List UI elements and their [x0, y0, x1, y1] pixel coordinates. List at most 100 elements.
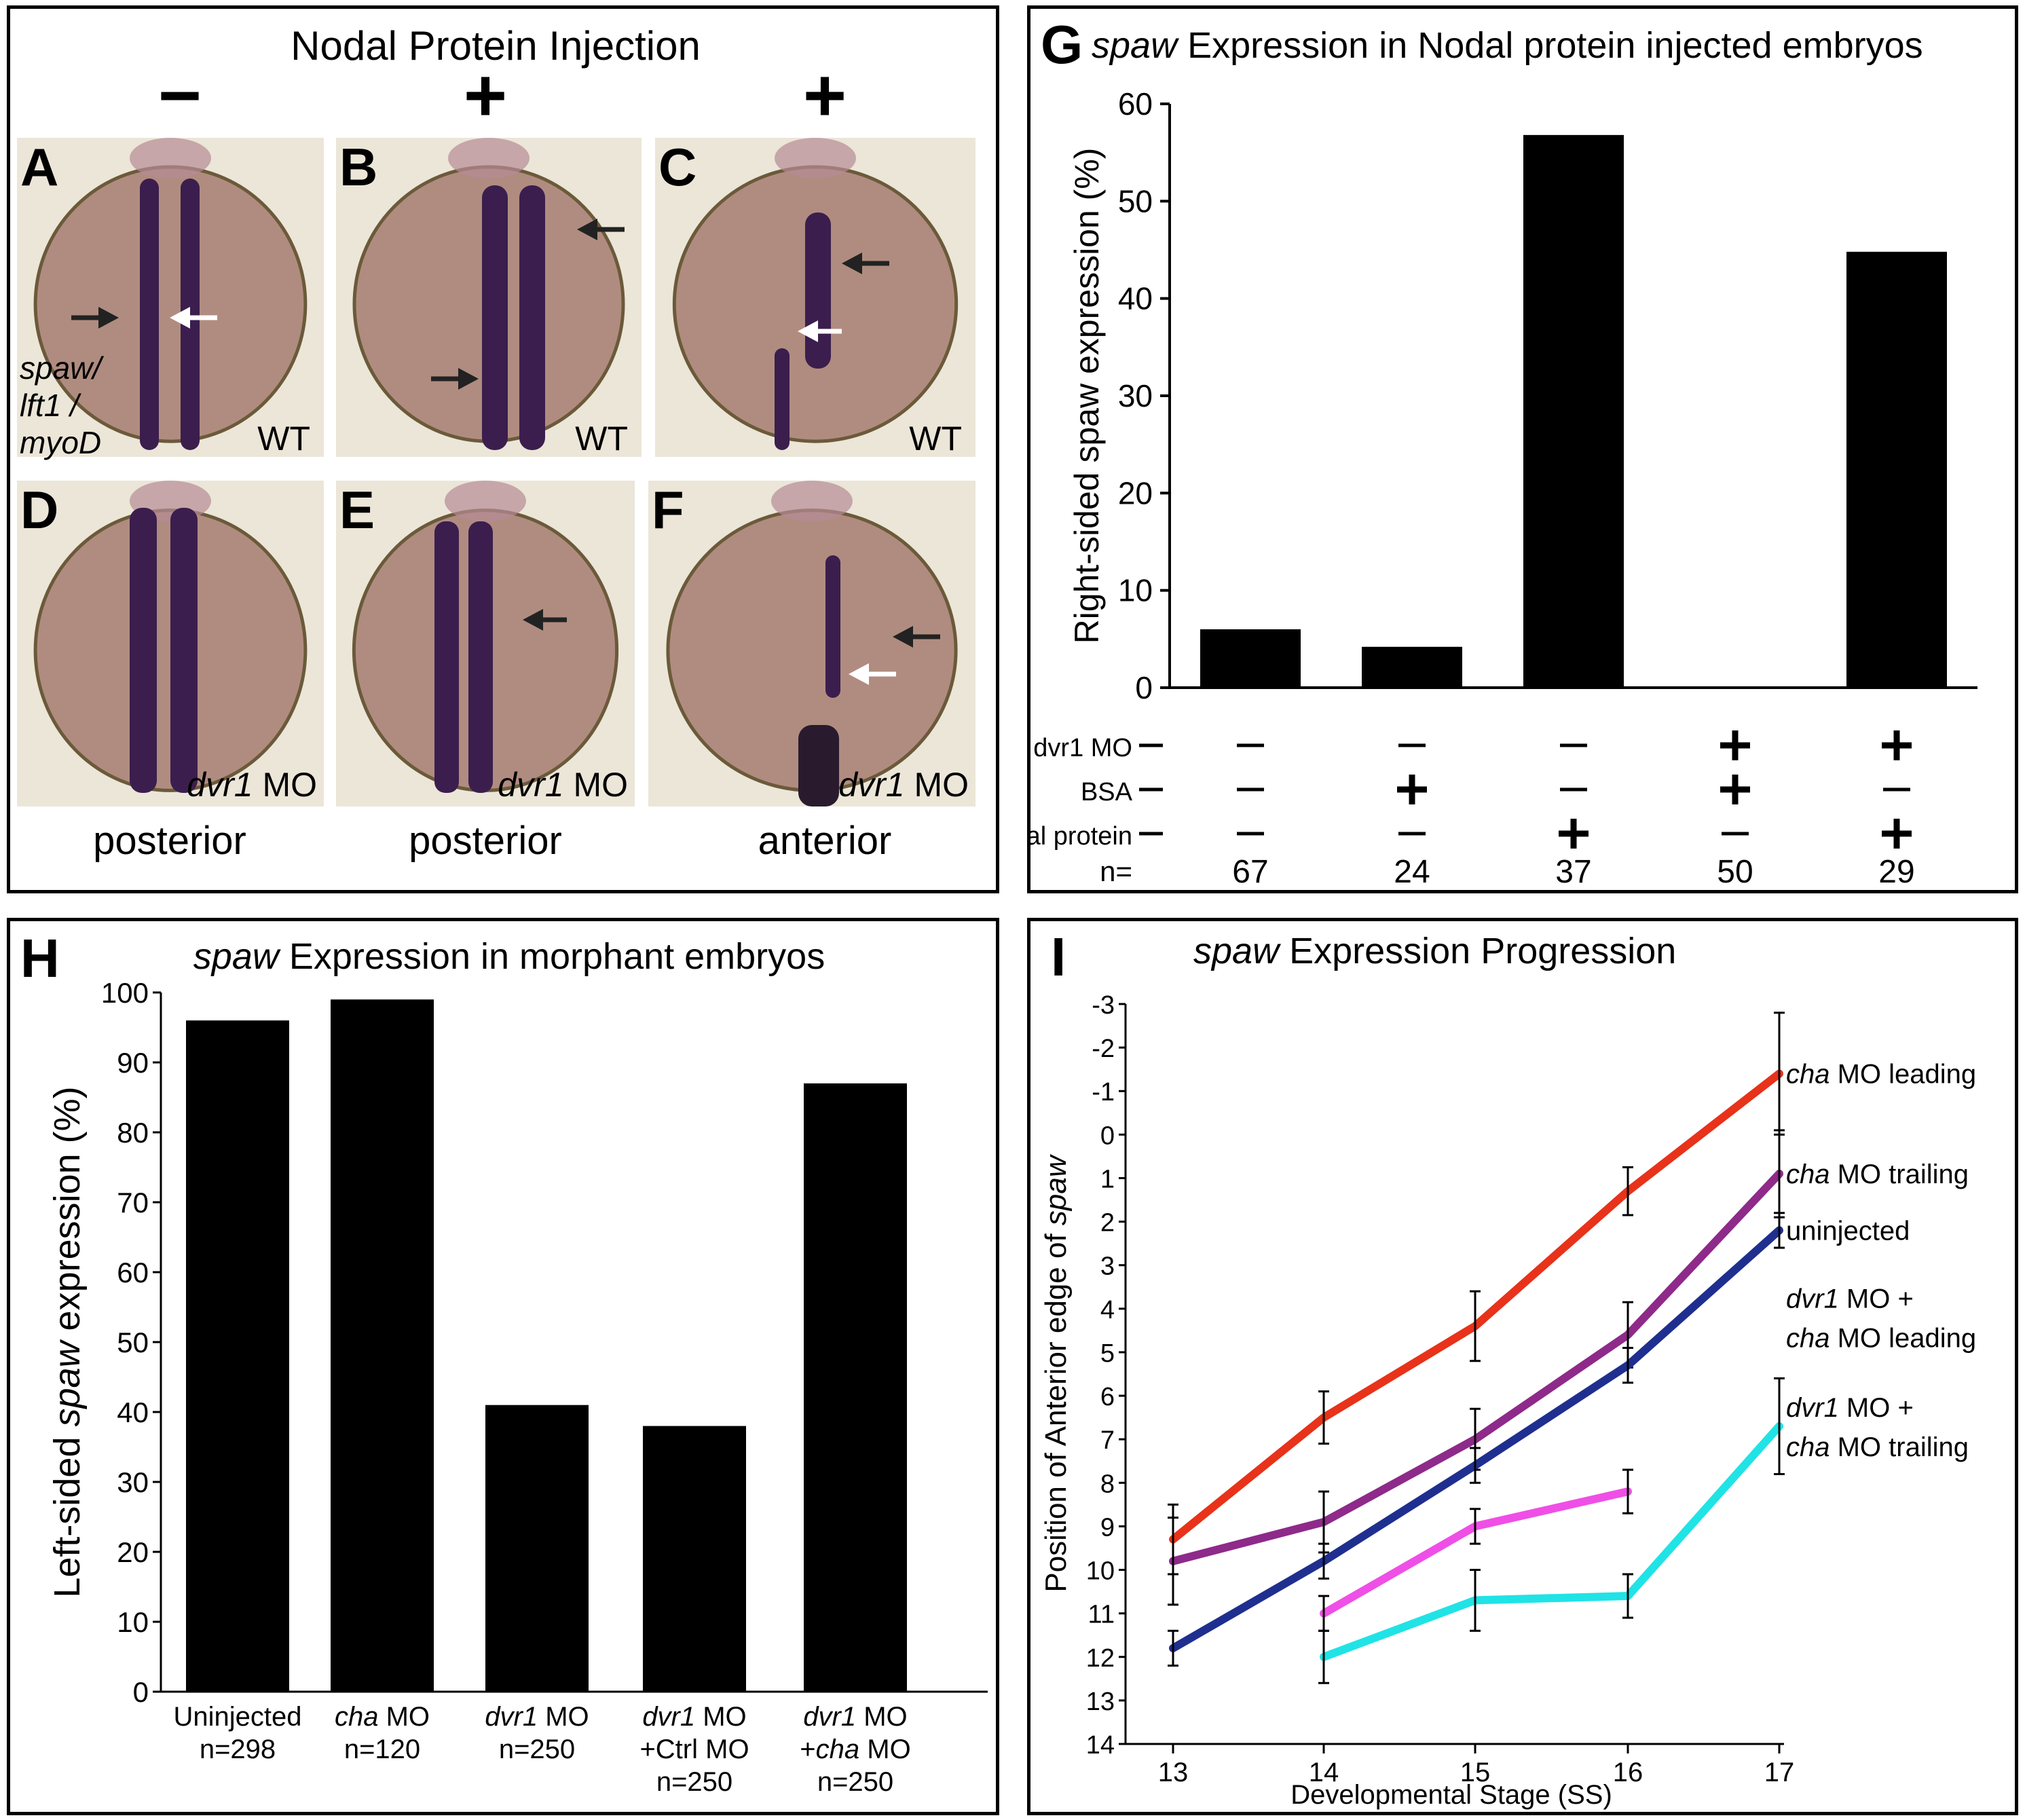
bar — [186, 1020, 289, 1692]
category-label: dvr1 MO — [803, 1702, 907, 1732]
bar — [804, 1083, 907, 1692]
injection-sign: + — [464, 54, 507, 137]
injection-sign: − — [158, 54, 202, 137]
row-label: Nodal protein — [1030, 822, 1132, 851]
embryo-svg: Nodal Protein Injection − + + A WT B WT C WT Ddvr1… — [17, 23, 976, 863]
chart-title-part: spaw — [193, 936, 281, 977]
probe-label: spaw/ — [20, 350, 104, 386]
genotype-label: WT — [909, 420, 962, 458]
y-tick-label: 4 — [1100, 1296, 1115, 1324]
y-axis-label-part: spaw — [1039, 1153, 1073, 1225]
y-tick-label: 6 — [1100, 1383, 1115, 1411]
panel-letter: B — [339, 137, 377, 197]
bar — [331, 999, 434, 1692]
stain-tail — [798, 725, 839, 806]
stain-band-left — [482, 185, 508, 450]
category-label: +cha MO — [800, 1734, 910, 1764]
category-label: dvr1 MO — [485, 1702, 589, 1732]
y-axis-label: Right-sided spaw expression (%) — [1068, 148, 1106, 644]
stain-band-right — [468, 521, 493, 793]
category-label: cha MO — [335, 1702, 430, 1732]
panel-letter: D — [20, 480, 58, 540]
chart-title: spaw Expression in Nodal protein injecte… — [1092, 25, 1923, 66]
stain-band-left — [805, 212, 831, 369]
series-label: dvr1 MO + — [1786, 1393, 1914, 1423]
category-label: +Ctrl MO — [639, 1734, 749, 1764]
orientation-label: posterior — [93, 819, 246, 863]
series-line — [1168, 1129, 1785, 1606]
y-tick-label: 70 — [117, 1187, 149, 1219]
category-label: n=250 — [499, 1734, 575, 1764]
embryo-tile-b: B WT — [336, 137, 642, 458]
category-label: n=120 — [344, 1734, 420, 1764]
embryo-tile-c: C WT — [655, 137, 976, 458]
embryo-head — [771, 481, 853, 521]
probe-label: lft1 / — [20, 388, 81, 423]
genotype-label: WT — [257, 420, 310, 458]
y-tick-label: 50 — [117, 1326, 149, 1358]
n-value: 50 — [1717, 854, 1753, 890]
bar — [1846, 251, 1947, 688]
series-line — [1318, 1468, 1633, 1632]
y-tick-label: 50 — [1118, 183, 1153, 219]
y-axis-label-part: spaw — [47, 1339, 88, 1426]
series-label-part: MO + — [1839, 1393, 1914, 1423]
y-tick-label: 5 — [1100, 1339, 1115, 1368]
bar — [485, 1405, 589, 1692]
genotype-label-part: MO — [253, 766, 317, 804]
y-tick-label: 60 — [117, 1257, 149, 1288]
y-tick-label: 2 — [1100, 1209, 1115, 1238]
series-label: cha MO trailing — [1786, 1159, 1969, 1189]
stain-band-right — [170, 508, 198, 793]
panel-letter: A — [20, 137, 58, 197]
n-value: 37 — [1555, 854, 1591, 890]
y-tick-label: 9 — [1100, 1513, 1115, 1542]
category-label-part: n=120 — [344, 1734, 420, 1764]
chart-title-part: spaw — [1193, 931, 1281, 971]
genotype-label-part: dvr1 — [498, 766, 563, 804]
category-label-part: n=298 — [200, 1734, 276, 1764]
chart-title: spaw Expression in morphant embryos — [193, 936, 825, 977]
series-label-part: cha — [1786, 1324, 1830, 1354]
category-label-part: n=250 — [817, 1767, 893, 1797]
series-label: uninjected — [1786, 1216, 1910, 1246]
series-label: cha MO trailing — [1786, 1432, 1969, 1462]
arrow-b-bottom — [431, 368, 479, 390]
series-label-part: MO trailing — [1830, 1432, 1969, 1462]
arrow-e-head — [523, 609, 543, 631]
genotype-label: dvr1 MO — [187, 766, 317, 804]
arrow-f-top-head — [893, 626, 913, 648]
y-tick-label: 0 — [133, 1676, 149, 1708]
bar — [1200, 629, 1301, 688]
stain-band-left — [434, 521, 459, 793]
y-tick-label: 60 — [1118, 86, 1153, 122]
category-label-part: dvr1 — [642, 1702, 695, 1732]
series-label-part: dvr1 — [1786, 1393, 1839, 1423]
y-tick-label: 12 — [1086, 1644, 1115, 1673]
category-label-part: Uninjected — [173, 1702, 301, 1732]
y-tick-label: 11 — [1088, 1601, 1115, 1629]
genotype-label-part: MO — [564, 766, 628, 804]
orientation-label: anterior — [758, 819, 892, 863]
genotype-label: WT — [575, 420, 628, 458]
panel-letter: E — [339, 480, 375, 540]
series-label-part: MO leading — [1830, 1060, 1977, 1090]
y-tick-label: 30 — [117, 1466, 149, 1498]
y-axis-label: Position of Anterior edge of spaw — [1039, 1153, 1073, 1593]
n-label: n= — [1100, 855, 1132, 887]
genotype-label: dvr1 MO — [498, 766, 628, 804]
arrow-c-bottom-head — [798, 320, 818, 342]
y-tick-label: -2 — [1092, 1035, 1115, 1063]
arrow-c-top — [842, 253, 889, 274]
series-label-part: cha — [1786, 1432, 1830, 1462]
series-path — [1320, 1422, 1783, 1661]
category-label-part: n=250 — [499, 1734, 575, 1764]
stain-band-left — [825, 555, 840, 698]
x-tick-label: 16 — [1613, 1758, 1643, 1787]
y-axis-label-part: expression (%) — [47, 1086, 88, 1341]
